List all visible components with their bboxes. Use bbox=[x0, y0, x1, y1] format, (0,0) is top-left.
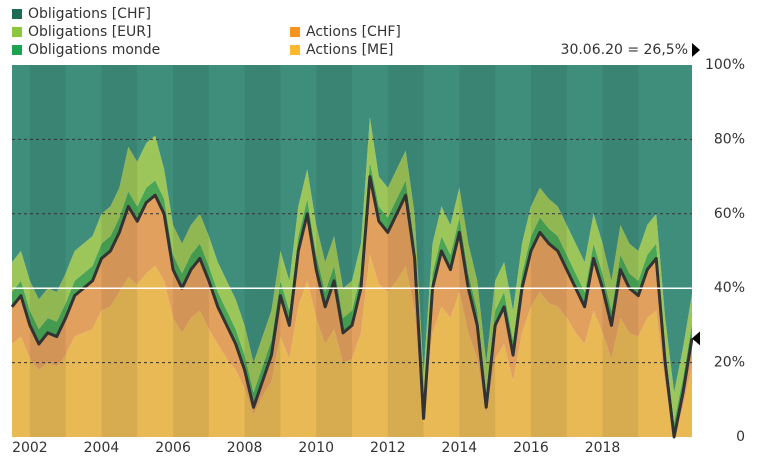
x-tick-label: 2006 bbox=[155, 440, 191, 456]
y-tick-label: 80% bbox=[714, 131, 745, 147]
x-tick-label: 2016 bbox=[513, 440, 549, 456]
x-tick-label: 2008 bbox=[227, 440, 263, 456]
last-value-marker bbox=[692, 331, 700, 346]
legend-swatch bbox=[12, 9, 22, 19]
x-tick-label: 2014 bbox=[442, 440, 478, 456]
legend-swatch bbox=[290, 27, 300, 37]
x-tick-label: 2004 bbox=[84, 440, 120, 456]
y-tick-label: 100% bbox=[705, 57, 745, 73]
legend-swatch bbox=[290, 45, 300, 55]
year-band bbox=[530, 65, 567, 437]
x-tick-label: 2012 bbox=[370, 440, 406, 456]
x-tick-label: 2010 bbox=[298, 440, 334, 456]
legend-label: Actions [CHF] bbox=[306, 24, 401, 40]
y-tick-label: 0 bbox=[736, 429, 745, 445]
year-band bbox=[244, 65, 281, 437]
annotation: 30.06.20 = 26,5% bbox=[561, 42, 688, 58]
legend-swatch bbox=[12, 27, 22, 37]
legend-label: Actions [ME] bbox=[306, 42, 393, 58]
legend-swatch bbox=[12, 45, 22, 55]
legend-label: Obligations [EUR] bbox=[28, 24, 151, 40]
year-band bbox=[316, 65, 352, 437]
legend-label: Obligations monde bbox=[28, 42, 160, 58]
y-tick-label: 60% bbox=[714, 206, 745, 222]
x-tick-label: 2002 bbox=[12, 440, 48, 456]
legend-label: Obligations [CHF] bbox=[28, 6, 151, 22]
year-band bbox=[101, 65, 138, 437]
area bbox=[12, 65, 692, 393]
year-band bbox=[173, 65, 209, 437]
year-band bbox=[387, 65, 424, 437]
equity-line bbox=[10, 175, 694, 439]
y-tick-label: 40% bbox=[714, 280, 745, 296]
y-tick-label: 20% bbox=[714, 355, 745, 371]
area bbox=[12, 254, 692, 437]
annotation-arrow bbox=[692, 43, 700, 57]
year-band bbox=[602, 65, 639, 437]
x-tick-label: 2018 bbox=[585, 440, 621, 456]
plot-area bbox=[10, 65, 694, 439]
year-band bbox=[29, 65, 66, 437]
